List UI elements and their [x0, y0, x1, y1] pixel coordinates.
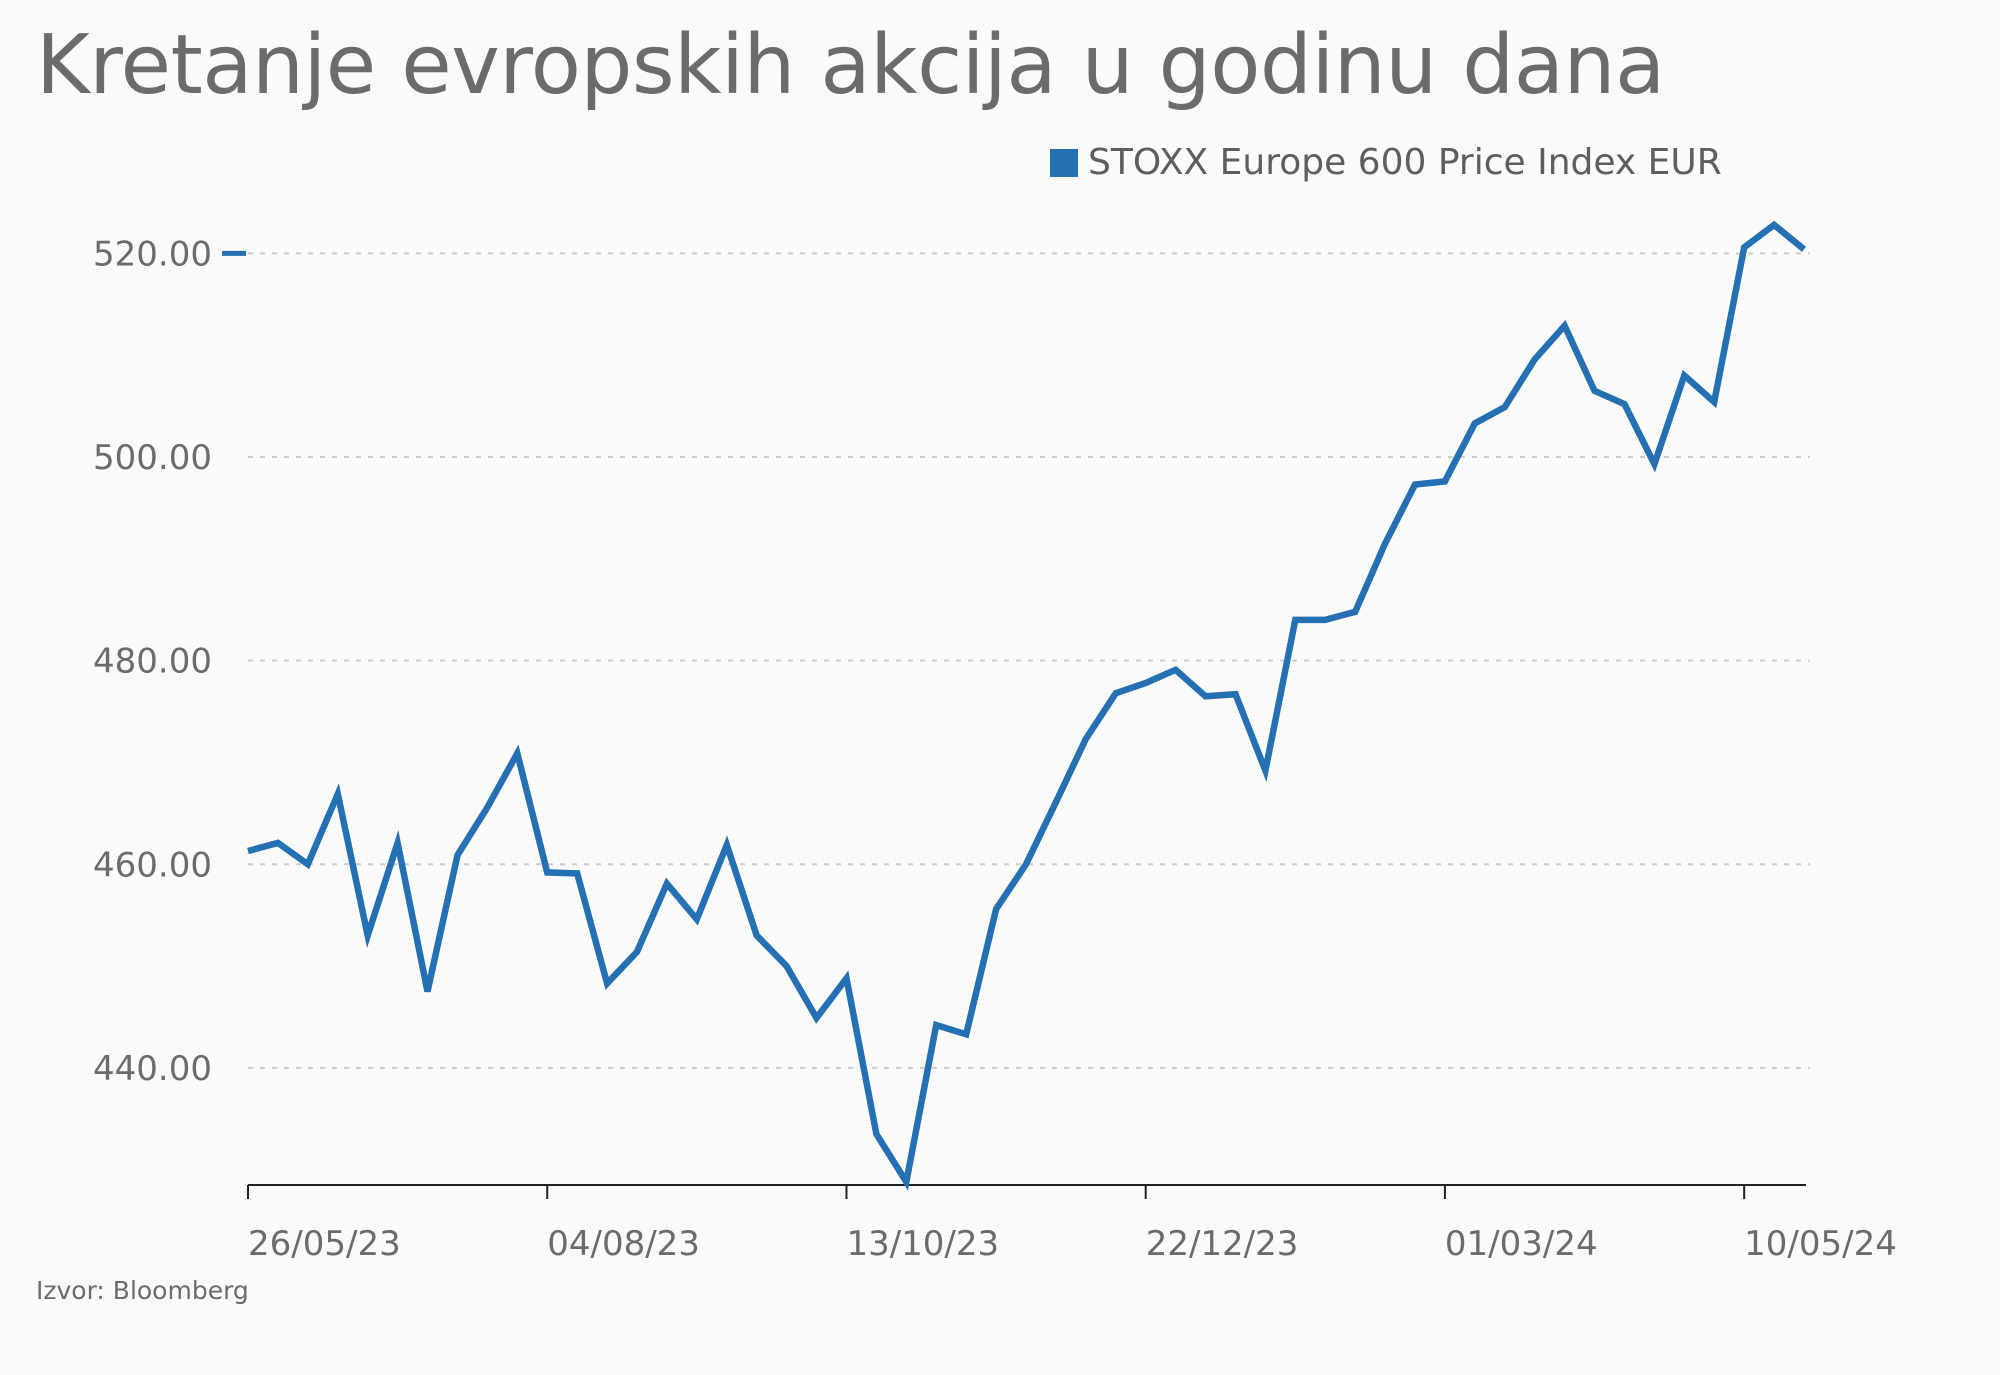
data-point	[664, 881, 670, 887]
data-point	[544, 869, 550, 875]
data-point	[1292, 617, 1298, 623]
data-point	[1203, 693, 1209, 699]
x-tick-label: 01/03/24	[1445, 1224, 1598, 1264]
y-tick-label: 460.00	[93, 845, 212, 885]
data-point	[1023, 861, 1029, 867]
data-point	[1053, 799, 1059, 805]
data-point	[903, 1179, 909, 1185]
data-point	[873, 1131, 879, 1137]
data-point	[1382, 541, 1388, 547]
y-tick-label: 520.00	[93, 234, 212, 274]
data-point	[425, 989, 431, 995]
data-point	[1681, 373, 1687, 379]
data-point	[784, 963, 790, 969]
data-point	[1412, 481, 1418, 487]
data-point	[1442, 478, 1448, 484]
data-point	[1083, 736, 1089, 742]
data-point	[1532, 356, 1538, 362]
data-point	[245, 848, 251, 854]
data-point	[1322, 617, 1328, 623]
data-point	[305, 861, 311, 867]
data-point	[275, 840, 281, 846]
data-point	[1352, 609, 1358, 615]
data-point	[484, 804, 490, 810]
data-point	[514, 750, 520, 756]
data-point	[933, 1022, 939, 1028]
data-point	[1771, 222, 1777, 228]
data-point	[1113, 690, 1119, 696]
y-tick-label: 500.00	[93, 438, 212, 478]
data-point	[754, 933, 760, 939]
data-point	[395, 840, 401, 846]
x-tick-label: 13/10/23	[846, 1224, 999, 1264]
y-axis-labels: 440.00 460.00 480.00 500.00 520.00	[93, 234, 246, 1089]
data-point	[1711, 399, 1717, 405]
legend: STOXX Europe 600 Price Index EUR	[1050, 142, 1722, 183]
series-line	[247, 220, 1807, 1191]
data-point	[1143, 680, 1149, 686]
data-point	[1562, 323, 1568, 329]
data-point	[454, 852, 460, 858]
data-point	[574, 870, 580, 876]
x-tick-label: 04/08/23	[547, 1224, 700, 1264]
grid-lines	[248, 252, 1810, 1069]
x-tick-label: 22/12/23	[1146, 1224, 1299, 1264]
data-point	[335, 791, 341, 797]
legend-label: STOXX Europe 600 Price Index EUR	[1088, 142, 1722, 183]
data-point	[843, 975, 849, 981]
data-point	[1262, 768, 1268, 774]
data-point	[365, 933, 371, 939]
chart-title: Kretanje evropskih akcija u godinu dana	[36, 18, 1665, 113]
legend-swatch	[1050, 148, 1078, 177]
data-point	[604, 980, 610, 986]
data-point	[993, 906, 999, 912]
x-tick-label: 10/05/24	[1744, 1224, 1897, 1264]
data-point	[724, 842, 730, 848]
x-tick-label: 26/05/23	[248, 1224, 401, 1264]
data-point	[963, 1031, 969, 1037]
source-note: Izvor: Bloomberg	[36, 1276, 249, 1305]
data-point	[1592, 388, 1598, 394]
data-point	[1621, 401, 1627, 407]
series-layer	[245, 220, 1807, 1191]
data-point	[1472, 420, 1478, 426]
data-point	[814, 1015, 820, 1021]
data-point	[1232, 691, 1238, 697]
data-point	[634, 949, 640, 955]
y-tick-label: 440.00	[93, 1049, 212, 1089]
x-axis: 26/05/23 04/08/23 13/10/23 22/12/23 01/03/24…	[247, 1184, 1897, 1264]
y-tick-label: 480.00	[93, 642, 212, 682]
data-point	[1801, 246, 1807, 252]
data-point	[1651, 461, 1657, 467]
data-point	[1741, 244, 1747, 250]
data-point	[1173, 667, 1179, 673]
data-point	[694, 916, 700, 922]
data-point	[1502, 404, 1508, 410]
